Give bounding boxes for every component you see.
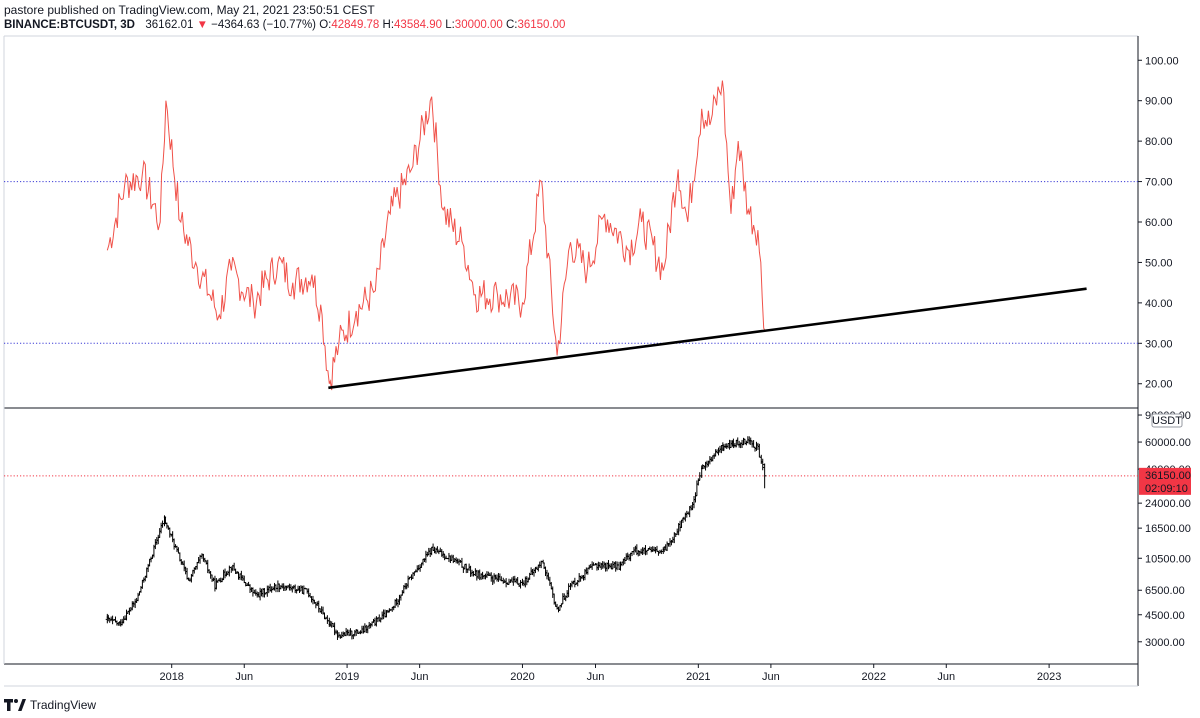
- unit-badge[interactable]: USDT: [1151, 413, 1183, 428]
- rsi-tick-label: 70.00: [1145, 177, 1173, 189]
- time-tick-label: 2019: [335, 671, 359, 683]
- ohlc-bar: [172, 538, 176, 550]
- high-value: 43584.90: [394, 19, 442, 31]
- open-value: 42849.78: [331, 19, 380, 31]
- symbol-legend: BINANCE:BTCUSDT, 3D 36162.01 ▼ −4364.63 …: [4, 19, 565, 31]
- close-label: C:: [505, 19, 518, 31]
- ohlc-bar-last: [763, 463, 767, 489]
- rsi-tick-label: 40.00: [1145, 298, 1173, 310]
- footer-brand-text: TradingView: [30, 698, 97, 712]
- footer-brand: TradingView: [4, 698, 96, 712]
- ohlc-bar: [460, 557, 464, 568]
- time-tick-label: Jun: [411, 671, 429, 683]
- low-label: L:: [445, 19, 455, 31]
- time-axis: 2018 Jun 2019 Jun 2020 Jun 2021 Jun 2022 Jun 2023: [159, 664, 1061, 683]
- ohlc-bar: [325, 615, 329, 624]
- ohlc-bar: [761, 458, 765, 471]
- rsi-axis: 100.00 90.00 80.00 70.00 60.00 50.00 40.00 30.0…: [1138, 55, 1179, 391]
- change-arrow-icon: ▼: [196, 19, 208, 31]
- price-tick-label: 24000.00: [1145, 498, 1191, 510]
- rsi-trendline[interactable]: [328, 287, 1087, 390]
- rsi-tick-label: 80.00: [1145, 136, 1173, 148]
- time-tick-label: Jun: [762, 671, 780, 683]
- last-price: 36162.01: [145, 19, 194, 31]
- time-tick-label: 2018: [159, 671, 183, 683]
- unit-label: USDT: [1152, 415, 1182, 427]
- time-tick-label: 2022: [861, 671, 885, 683]
- open-label: O:: [319, 19, 332, 31]
- price-tick-label: 60000.00: [1145, 437, 1191, 449]
- price-axis: 90000.0060000.0040000.0024000.0016500.00…: [1138, 410, 1191, 649]
- rsi-tick-label: 90.00: [1145, 96, 1173, 108]
- time-tick-label: Jun: [587, 671, 605, 683]
- bar-countdown-label: 02:09:10: [1145, 483, 1188, 495]
- price-bars: [105, 436, 767, 640]
- last-price-label: 36150.00: [1145, 470, 1191, 482]
- rsi-tick-label: 20.00: [1145, 379, 1173, 391]
- tradingview-logo-icon: [4, 699, 26, 711]
- time-tick-label: 2023: [1037, 671, 1061, 683]
- high-label: H:: [382, 19, 395, 31]
- rsi-tick-label: 30.00: [1145, 338, 1173, 350]
- time-tick-label: 2021: [686, 671, 710, 683]
- close-value: 36150.00: [517, 19, 566, 31]
- rsi-series-line: [106, 80, 766, 391]
- price-tick-label: 6500.00: [1145, 585, 1185, 597]
- chart-frame: [3, 35, 1139, 687]
- time-tick-label: 2020: [510, 671, 534, 683]
- rsi-tick-label: 60.00: [1145, 217, 1173, 229]
- symbol-name[interactable]: BINANCE:BTCUSDT, 3D: [4, 19, 135, 31]
- rsi-reference-lines: [4, 181, 1138, 344]
- low-value: 30000.00: [454, 19, 503, 31]
- price-tick-label: 4500.00: [1145, 610, 1185, 622]
- rsi-tick-label: 100.00: [1145, 55, 1179, 67]
- publish-info: pastore published on TradingView.com, Ma…: [4, 3, 375, 17]
- time-tick-label: Jun: [937, 671, 955, 683]
- price-tick-label: 10500.00: [1145, 553, 1191, 565]
- time-tick-label: Jun: [235, 671, 253, 683]
- price-tick-label: 3000.00: [1145, 637, 1185, 649]
- price-tick-label: 16500.00: [1145, 523, 1191, 535]
- price-change: −4364.63 (−10.77%): [211, 19, 317, 31]
- rsi-tick-label: 50.00: [1145, 257, 1173, 269]
